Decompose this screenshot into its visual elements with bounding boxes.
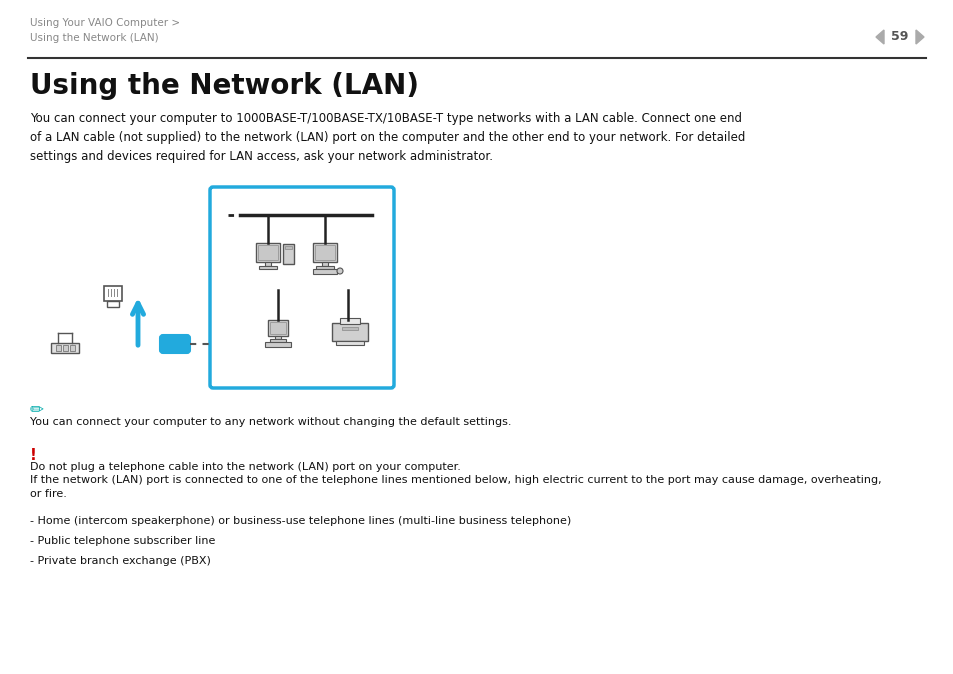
Bar	[104, 286, 122, 301]
Bar	[322, 262, 328, 266]
Bar	[341, 327, 357, 330]
Text: Using the Network (LAN): Using the Network (LAN)	[30, 72, 418, 100]
Text: You can connect your computer to any network without changing the default settin: You can connect your computer to any net…	[30, 417, 511, 427]
Bar	[270, 339, 286, 342]
Text: - Public telephone subscriber line: - Public telephone subscriber line	[30, 536, 215, 546]
Bar	[265, 262, 271, 266]
Bar	[270, 322, 286, 334]
Text: If the network (LAN) port is connected to one of the telephone lines mentioned b: If the network (LAN) port is connected t…	[30, 475, 881, 499]
Text: - Private branch exchange (PBX): - Private branch exchange (PBX)	[30, 556, 211, 566]
Bar	[283, 244, 294, 264]
Text: ✏: ✏	[30, 400, 44, 418]
Circle shape	[336, 268, 343, 274]
Bar	[63, 345, 68, 351]
Bar	[315, 266, 334, 269]
Text: !: !	[30, 448, 37, 463]
Bar	[339, 318, 359, 324]
Polygon shape	[875, 30, 883, 44]
Bar	[314, 245, 335, 260]
Bar	[313, 269, 336, 274]
Polygon shape	[915, 30, 923, 44]
Bar	[51, 343, 79, 353]
Text: Using the Network (LAN): Using the Network (LAN)	[30, 33, 158, 43]
Bar	[107, 301, 119, 307]
FancyBboxPatch shape	[210, 187, 394, 388]
Text: Using Your VAIO Computer >: Using Your VAIO Computer >	[30, 18, 180, 28]
Bar	[332, 323, 368, 341]
Text: Do not plug a telephone cable into the network (LAN) port on your computer.: Do not plug a telephone cable into the n…	[30, 462, 460, 472]
Text: You can connect your computer to 1000BASE-T/100BASE-TX/10BASE-T type networks wi: You can connect your computer to 1000BAS…	[30, 112, 744, 163]
Bar	[257, 245, 277, 260]
Bar	[268, 320, 288, 336]
FancyBboxPatch shape	[160, 335, 190, 353]
Bar	[255, 243, 280, 262]
Bar	[274, 336, 281, 339]
Text: 59: 59	[890, 30, 908, 44]
Bar	[335, 341, 364, 345]
Bar	[258, 266, 276, 269]
Bar	[56, 345, 61, 351]
Bar	[313, 243, 336, 262]
Bar	[265, 342, 291, 347]
Text: - Home (intercom speakerphone) or business-use telephone lines (multi-line busin: - Home (intercom speakerphone) or busine…	[30, 516, 571, 526]
Bar	[70, 345, 75, 351]
Bar	[285, 246, 292, 249]
